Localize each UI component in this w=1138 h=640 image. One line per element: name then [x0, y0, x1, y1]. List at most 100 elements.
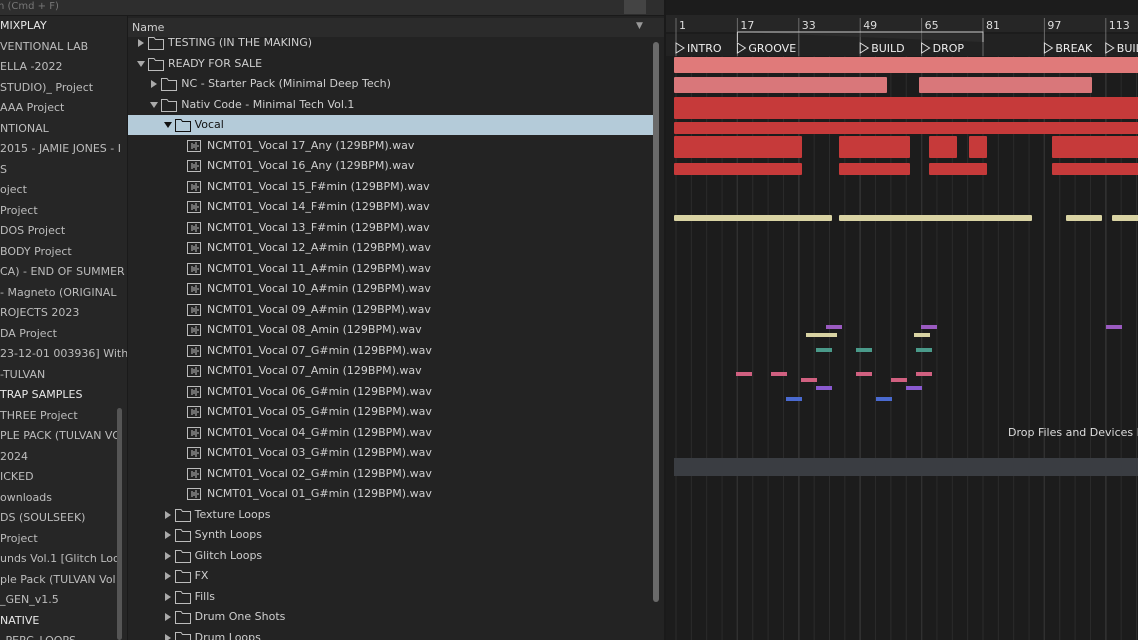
- waveform: [191, 223, 199, 232]
- folder-label: Nativ Code - Minimal Tech Vol.1: [181, 97, 355, 111]
- sidebar-item[interactable]: ICKED: [0, 470, 34, 483]
- folder-row[interactable]: TESTING (IN THE MAKING): [128, 33, 654, 53]
- waveform: [191, 244, 199, 252]
- folder-row[interactable]: Synth Loops: [128, 525, 654, 545]
- scrollbar[interactable]: [653, 42, 659, 602]
- sidebar-item[interactable]: ELLA -2022: [0, 60, 63, 73]
- file-row[interactable]: NCMT01_Vocal 07_G#min (129BPM).wav: [128, 341, 654, 361]
- file-row[interactable]: NCMT01_Vocal 15_F#min (129BPM).wav: [128, 177, 654, 197]
- file-row[interactable]: NCMT01_Vocal 02_G#min (129BPM).wav: [128, 464, 654, 484]
- sidebar-item[interactable]: VENTIONAL LAB: [0, 39, 89, 53]
- audio-file-icon: [187, 242, 201, 254]
- file-row[interactable]: NCMT01_Vocal 11_A#min (129BPM).wav: [128, 259, 654, 279]
- folder-row[interactable]: FX: [128, 566, 654, 586]
- audio-file-icon: [187, 180, 201, 193]
- sidebar-item[interactable]: - Magneto (ORIGINAL: [0, 285, 117, 299]
- folder-shape: [174, 570, 191, 583]
- sidebar-item[interactable]: DS (SOULSEEK): [0, 511, 86, 524]
- sidebar-item[interactable]: ownloads: [0, 490, 52, 504]
- sidebar-item[interactable]: DA Project: [0, 326, 57, 340]
- sidebar-item[interactable]: CA) - END OF SUMMER: [0, 265, 125, 278]
- locator-label: DROP: [933, 42, 965, 55]
- folder-shape: [161, 78, 178, 91]
- file-row[interactable]: NCMT01_Vocal 10_A#min (129BPM).wav: [128, 279, 654, 299]
- folder-row[interactable]: READY FOR SALE: [128, 54, 654, 74]
- sidebar-item[interactable]: NATIVE: [0, 613, 40, 627]
- folder-row[interactable]: Vocal: [128, 115, 654, 135]
- file-row[interactable]: NCMT01_Vocal 12_A#min (129BPM).wav: [128, 238, 654, 258]
- disclosure-arrow: [137, 60, 145, 67]
- folder-row[interactable]: NC - Starter Pack (Minimal Deep Tech): [128, 74, 654, 94]
- file-shape: [187, 488, 201, 500]
- sidebar-item[interactable]: AAA Project: [0, 101, 65, 114]
- sidebar-item[interactable]: THREE Project: [0, 408, 78, 422]
- sidebar-item[interactable]: TRAP SAMPLES: [0, 388, 83, 401]
- column-header[interactable]: Name ▼: [128, 18, 664, 37]
- folder-row[interactable]: Drum One Shots: [128, 607, 654, 627]
- sidebar-item[interactable]: PLE PACK (TULVAN VO: [0, 429, 121, 442]
- folder-shape: [174, 119, 191, 132]
- audio-file-icon: [187, 344, 201, 357]
- sidebar-item[interactable]: 23-12-01 003936] With: [0, 347, 127, 360]
- sidebar-item[interactable]: DOS Project: [0, 224, 66, 237]
- folder-label: Glitch Loops: [194, 548, 263, 562]
- note-clip: [914, 333, 930, 337]
- disclosure-arrow: [151, 80, 158, 88]
- clip: [839, 136, 910, 158]
- sidebar-item[interactable]: ROJECTS 2023: [0, 306, 80, 319]
- folder-row[interactable]: Fills: [128, 587, 654, 607]
- file-row[interactable]: NCMT01_Vocal 17_Any (129BPM).wav: [128, 136, 654, 156]
- folder-row[interactable]: Drum Loops: [128, 628, 654, 640]
- clip: [929, 163, 987, 175]
- sidebar-item[interactable]: ple Pack (TULVAN Vol: [0, 572, 116, 586]
- file-row[interactable]: NCMT01_Vocal 16_Any (129BPM).wav: [128, 156, 654, 176]
- sidebar-item[interactable]: STUDIO)_ Project: [0, 80, 94, 94]
- note-clip: [921, 325, 937, 329]
- file-row[interactable]: NCMT01_Vocal 08_Amin (129BPM).wav: [128, 320, 654, 340]
- sidebar-item[interactable]: unds Vol.1 [Glitch Loo: [0, 552, 120, 565]
- sidebar-item[interactable]: S: [0, 162, 7, 176]
- locator-flag: [1105, 42, 1115, 54]
- sidebar-item[interactable]: Project: [0, 203, 38, 217]
- file-row[interactable]: NCMT01_Vocal 09_A#min (129BPM).wav: [128, 300, 654, 320]
- locator-flag: [736, 42, 747, 54]
- locator-flag: [1043, 42, 1054, 54]
- sidebar-item[interactable]: -TULVAN: [0, 367, 46, 381]
- arrow-shape: [164, 613, 171, 621]
- sidebar-item[interactable]: _GEN_v1.5: [0, 593, 59, 606]
- file-label: NCMT01_Vocal 14_F#min (129BPM).wav: [207, 200, 430, 213]
- file-row[interactable]: NCMT01_Vocal 01_G#min (129BPM).wav: [128, 484, 654, 504]
- folder-row[interactable]: Nativ Code - Minimal Tech Vol.1: [128, 95, 654, 115]
- file-shape: [187, 160, 201, 172]
- sidebar-item[interactable]: 2024: [0, 449, 28, 463]
- arrow-shape: [164, 592, 171, 601]
- sidebar-item[interactable]: NTIONAL: [0, 121, 49, 135]
- clip: [674, 77, 887, 93]
- file-row[interactable]: NCMT01_Vocal 07_Amin (129BPM).wav: [128, 361, 654, 381]
- file-row[interactable]: NCMT01_Vocal 03_G#min (129BPM).wav: [128, 443, 654, 463]
- file-row[interactable]: NCMT01_Vocal 13_F#min (129BPM).wav: [128, 218, 654, 238]
- sidebar-item[interactable]: 2015 - JAMIE JONES - I: [0, 142, 121, 155]
- folder-row[interactable]: Texture Loops: [128, 505, 654, 525]
- sidebar-item[interactable]: _PERC_LOOPS: [0, 633, 76, 640]
- sidebar: MIXPLAY VENTIONAL LAB ELLA -2022 STUDIO)_ P…: [0, 16, 127, 640]
- file-row[interactable]: NCMT01_Vocal 04_G#min (129BPM).wav: [128, 423, 654, 443]
- clip: [1066, 215, 1102, 221]
- sidebar-item[interactable]: BODY Project: [0, 244, 72, 258]
- sidebar-item[interactable]: Project: [0, 531, 38, 545]
- file-row[interactable]: NCMT01_Vocal 05_G#min (129BPM).wav: [128, 402, 654, 422]
- search-bar[interactable]: n (Cmd + F): [0, 0, 664, 15]
- arrow-shape: [137, 60, 145, 67]
- folder-row[interactable]: Glitch Loops: [128, 546, 654, 566]
- filter-button[interactable]: [624, 0, 646, 14]
- sidebar-item[interactable]: MIXPLAY: [0, 19, 47, 32]
- sort-arrow[interactable]: ▼: [636, 21, 643, 31]
- file-row[interactable]: NCMT01_Vocal 06_G#min (129BPM).wav: [128, 382, 654, 402]
- note-clip: [916, 372, 932, 376]
- file-shape: [187, 344, 201, 357]
- search-placeholder: n (Cmd + F): [0, 1, 59, 12]
- file-label: NCMT01_Vocal 03_G#min (129BPM).wav: [207, 446, 432, 459]
- sidebar-item[interactable]: oject: [0, 183, 27, 196]
- file-row[interactable]: NCMT01_Vocal 14_F#min (129BPM).wav: [128, 197, 654, 217]
- file-label: NCMT01_Vocal 10_A#min (129BPM).wav: [207, 282, 431, 295]
